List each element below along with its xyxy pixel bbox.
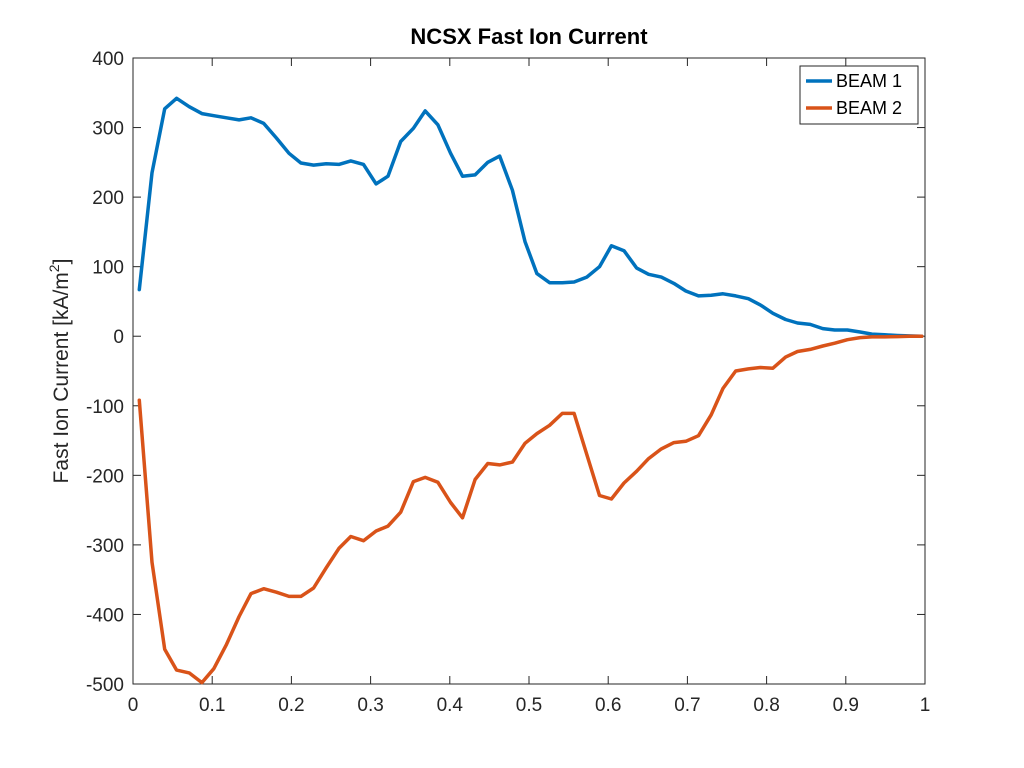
x-tick-label: 0 <box>128 695 139 716</box>
y-tick-label: -200 <box>86 466 124 487</box>
y-tick-label: 100 <box>92 258 124 279</box>
x-tick-label: 0.6 <box>595 695 621 716</box>
y-tick-label: 400 <box>92 49 124 70</box>
chart-title: NCSX Fast Ion Current <box>410 24 648 49</box>
y-tick-label: 200 <box>92 188 124 209</box>
y-axis-label-suffix: ] <box>50 259 73 265</box>
series-line-beam-1 <box>137 96 924 338</box>
y-axis-label-superscript: 2 <box>46 264 62 272</box>
plot-area <box>132 57 926 685</box>
y-tick-label: 300 <box>92 119 124 140</box>
x-tick-label: 0.4 <box>437 695 464 716</box>
y-axis-label-main: Fast Ion Current [kA/m <box>50 272 73 483</box>
legend-box <box>799 65 919 125</box>
y-axis-label: Fast Ion Current [kA/m2] <box>46 259 73 484</box>
x-tick-label: 0.1 <box>199 695 225 716</box>
tick-marks <box>132 57 926 685</box>
x-tick-label: 0.9 <box>833 695 859 716</box>
y-tick-label: 0 <box>113 327 124 348</box>
x-tick-label: 0.3 <box>357 695 383 716</box>
x-tick-label: 0.8 <box>753 695 779 716</box>
x-tick-label: 0.7 <box>674 695 700 716</box>
series-line-beam-2 <box>137 334 924 685</box>
legend: BEAM 1 BEAM 2 <box>799 65 919 125</box>
series-lines <box>137 96 924 685</box>
y-tick-label: -400 <box>86 605 124 626</box>
x-tick-label: 0.2 <box>278 695 304 716</box>
legend-label-beam-1: BEAM 1 <box>836 71 902 91</box>
tick-labels: 0 0.1 0.2 0.3 0.4 0.5 0.6 0.7 0.8 0.9 1 -500 -400 -30… <box>86 49 930 716</box>
y-tick-label: -300 <box>86 536 124 557</box>
y-tick-label: -100 <box>86 397 124 418</box>
y-tick-label: -500 <box>86 675 124 696</box>
x-tick-label: 0.5 <box>516 695 542 716</box>
x-tick-label: 1 <box>920 695 931 716</box>
legend-label-beam-2: BEAM 2 <box>836 98 902 118</box>
